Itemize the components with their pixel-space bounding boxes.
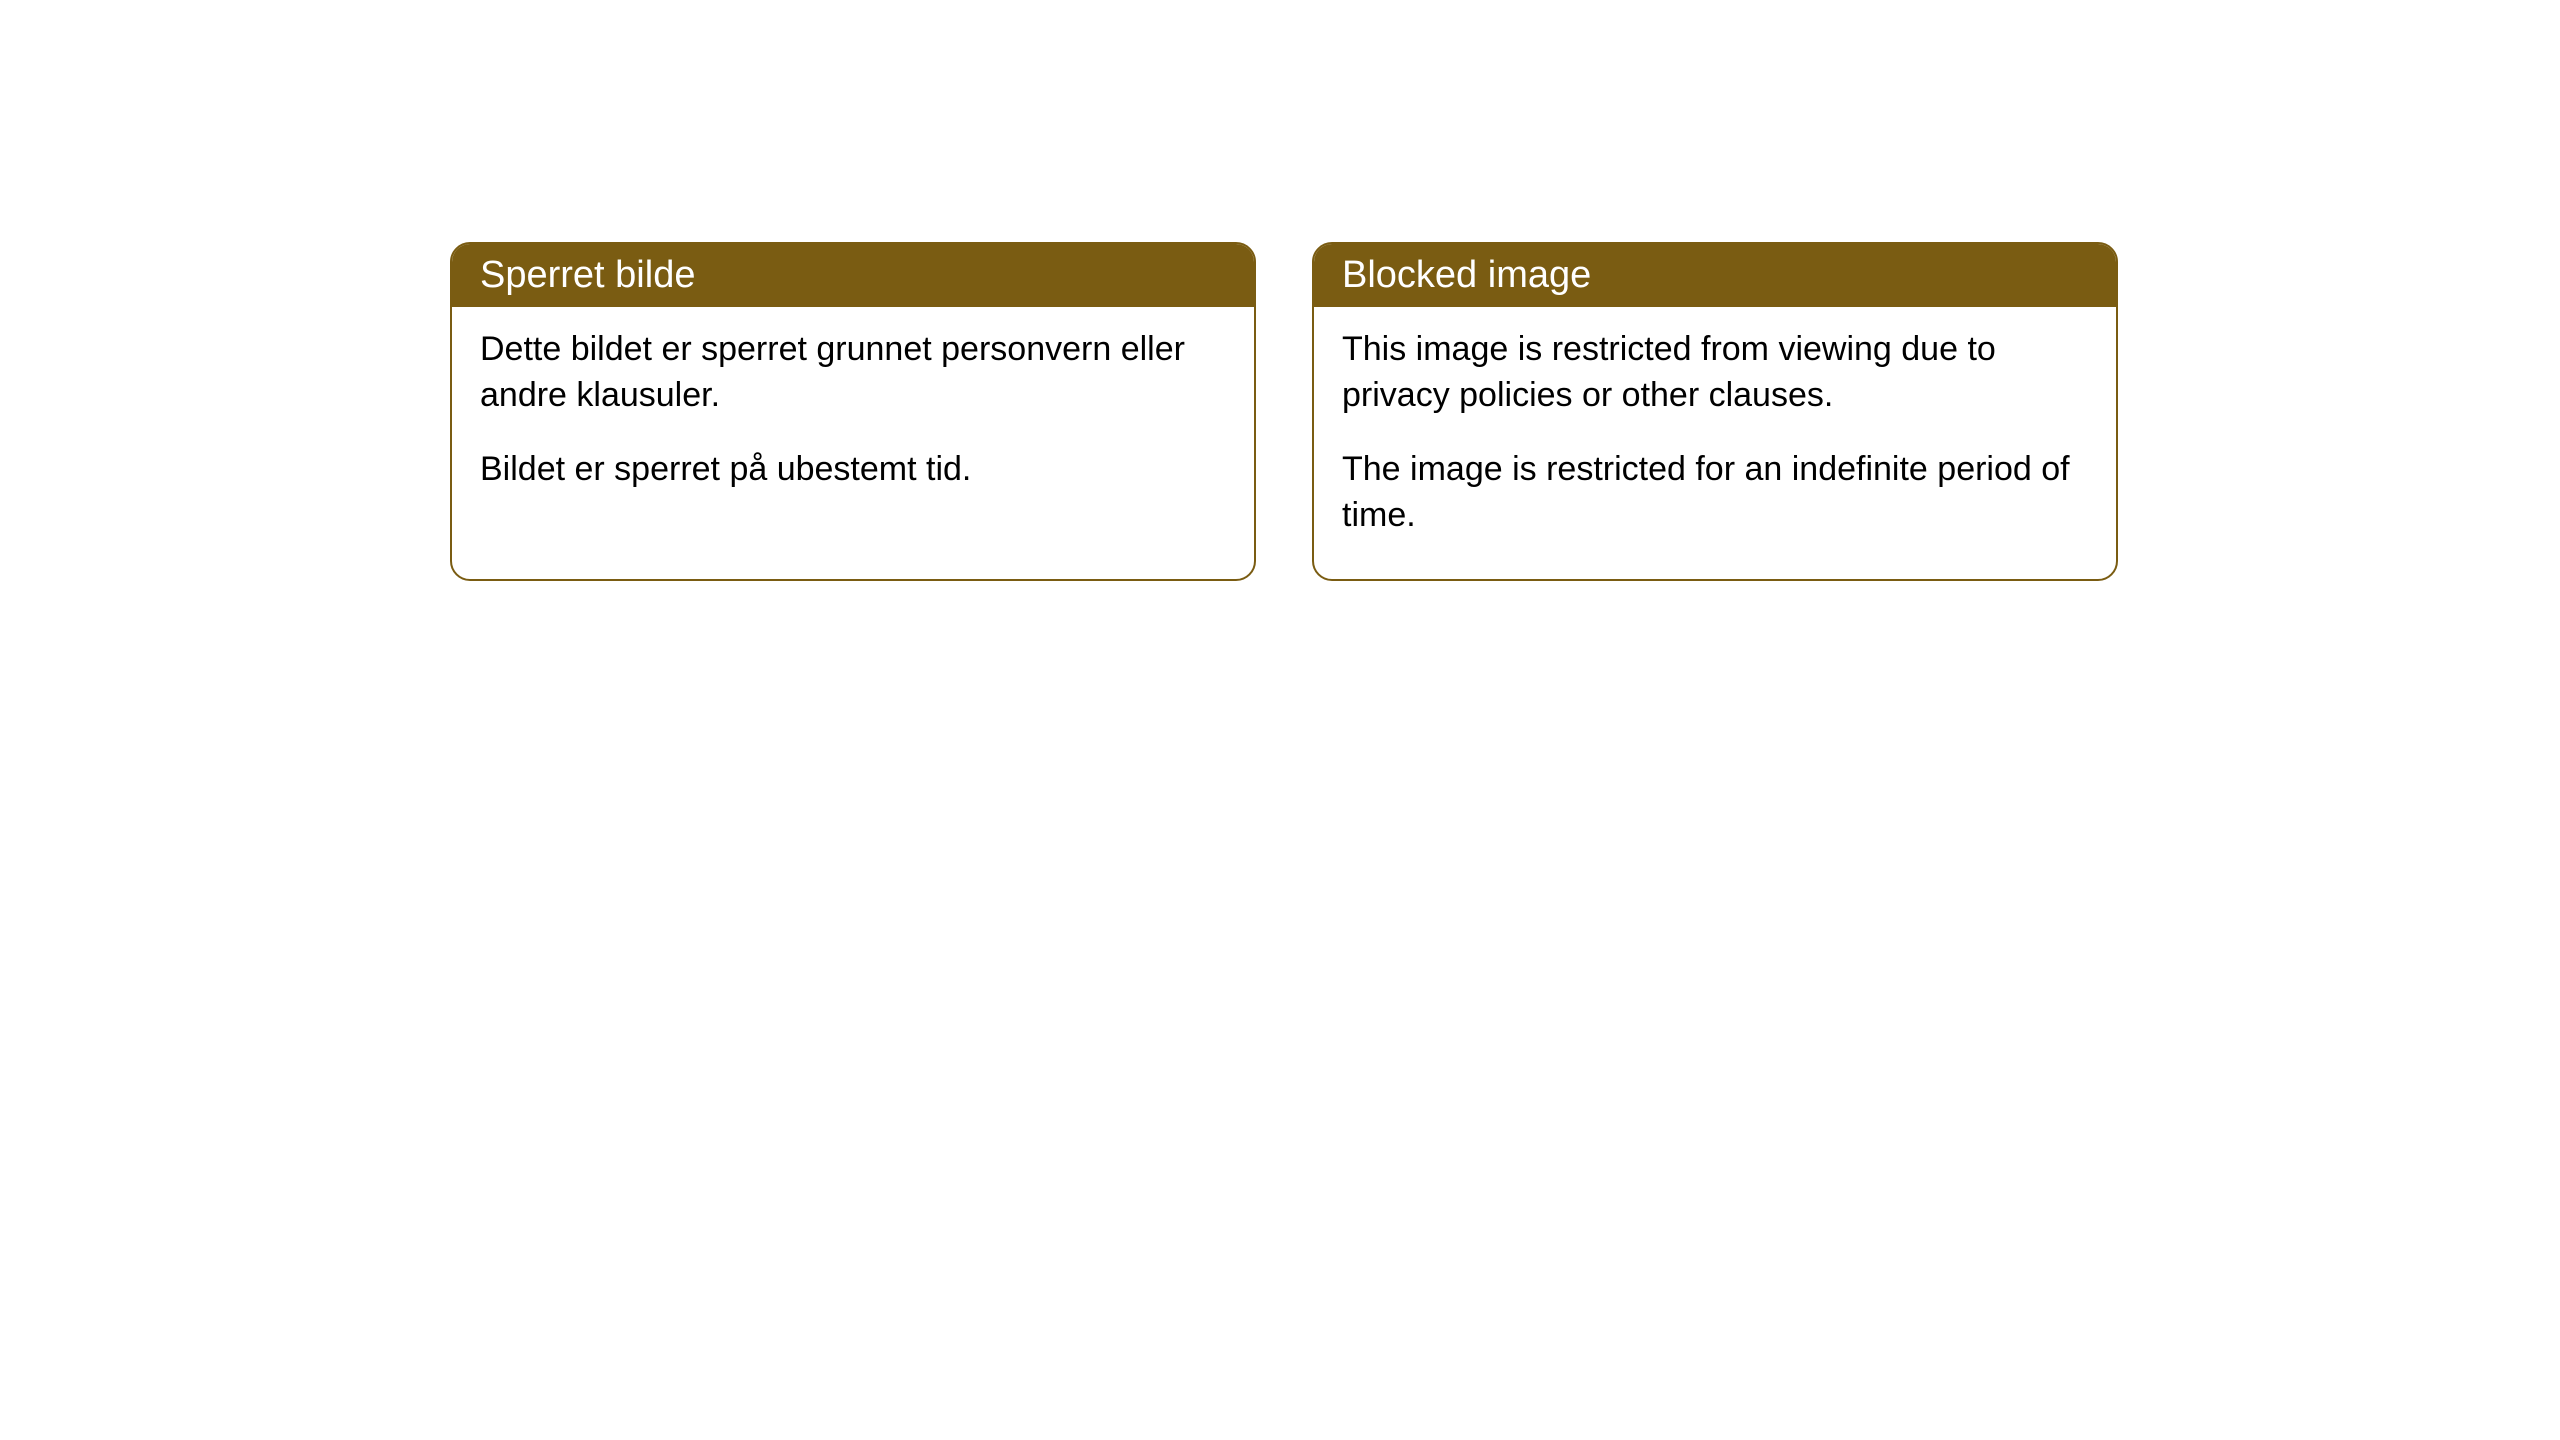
notice-card-norwegian: Sperret bilde Dette bildet er sperret gr… — [450, 242, 1256, 581]
card-title: Blocked image — [1342, 254, 1591, 296]
notice-cards-container: Sperret bilde Dette bildet er sperret gr… — [450, 242, 2118, 581]
card-body: Dette bildet er sperret grunnet personve… — [452, 307, 1254, 533]
card-header: Sperret bilde — [452, 244, 1254, 307]
card-paragraph: Dette bildet er sperret grunnet personve… — [480, 327, 1226, 419]
card-paragraph: This image is restricted from viewing du… — [1342, 327, 2088, 419]
card-paragraph: Bildet er sperret på ubestemt tid. — [480, 447, 1226, 493]
card-paragraph: The image is restricted for an indefinit… — [1342, 447, 2088, 539]
card-body: This image is restricted from viewing du… — [1314, 307, 2116, 579]
card-header: Blocked image — [1314, 244, 2116, 307]
card-title: Sperret bilde — [480, 254, 695, 296]
notice-card-english: Blocked image This image is restricted f… — [1312, 242, 2118, 581]
